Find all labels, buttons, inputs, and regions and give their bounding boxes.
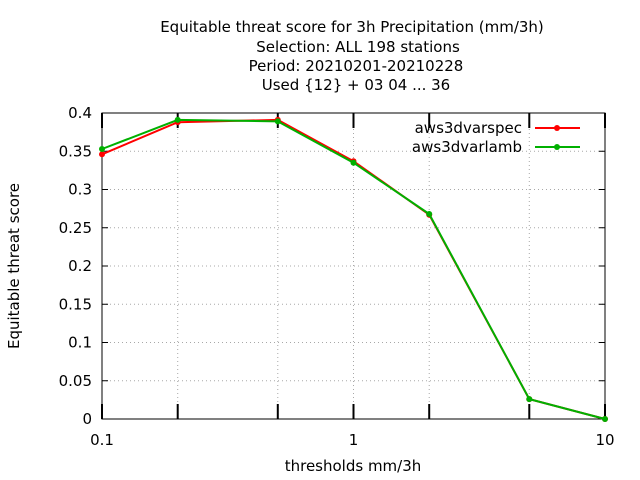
y-axis-label: Equitable threat score [5, 183, 23, 349]
chart-title-line-4: Used {12} + 03 04 ... 36 [262, 76, 450, 94]
y-tick-label: 0.25 [59, 219, 92, 237]
x-tick-label: 1 [349, 431, 359, 449]
legend-label-aws3dvarspec: aws3dvarspec [415, 119, 522, 137]
y-tick-label: 0.4 [68, 104, 92, 122]
data-point-aws3dvarspec [99, 151, 105, 158]
chart-title-line-3: Period: 20210201-20210228 [249, 57, 464, 75]
data-point-aws3dvarlamb [426, 210, 433, 217]
grid [102, 113, 605, 419]
chart-title-line-2: Selection: ALL 198 stations [256, 38, 460, 56]
data-point-aws3dvarlamb [99, 145, 105, 152]
x-tick-label: 10 [595, 431, 614, 449]
y-tick-label: 0 [82, 410, 92, 428]
y-tick-label: 0.1 [68, 334, 92, 352]
y-tick-label: 0.05 [59, 372, 92, 390]
x-axis-label: thresholds mm/3h [285, 457, 422, 475]
data-point-aws3dvarlamb [526, 396, 533, 403]
data-point-aws3dvarlamb [602, 416, 608, 422]
y-tick-label: 0.15 [59, 295, 92, 313]
data-point-aws3dvarlamb [274, 118, 281, 125]
axis-ticks: 0 0.05 0.1 0.15 0.2 0.25 0.3 0.35 0.4 0.1 1 10 [59, 104, 615, 449]
y-tick-label: 0.2 [68, 257, 92, 275]
series-lines [99, 116, 608, 422]
chart-title-line-1: Equitable threat score for 3h Precipitat… [160, 18, 544, 36]
legend-marker-aws3dvarlamb [554, 144, 560, 150]
data-point-aws3dvarlamb [174, 116, 181, 123]
y-tick-label: 0.3 [68, 181, 92, 199]
chart-title: Equitable threat score for 3h Precipitat… [160, 18, 544, 94]
x-tick-label: 0.1 [90, 431, 114, 449]
data-point-aws3dvarlamb [350, 159, 357, 166]
y-tick-label: 0.35 [59, 142, 92, 160]
legend-marker-aws3dvarspec [554, 125, 560, 131]
legend-label-aws3dvarlamb: aws3dvarlamb [412, 138, 522, 156]
